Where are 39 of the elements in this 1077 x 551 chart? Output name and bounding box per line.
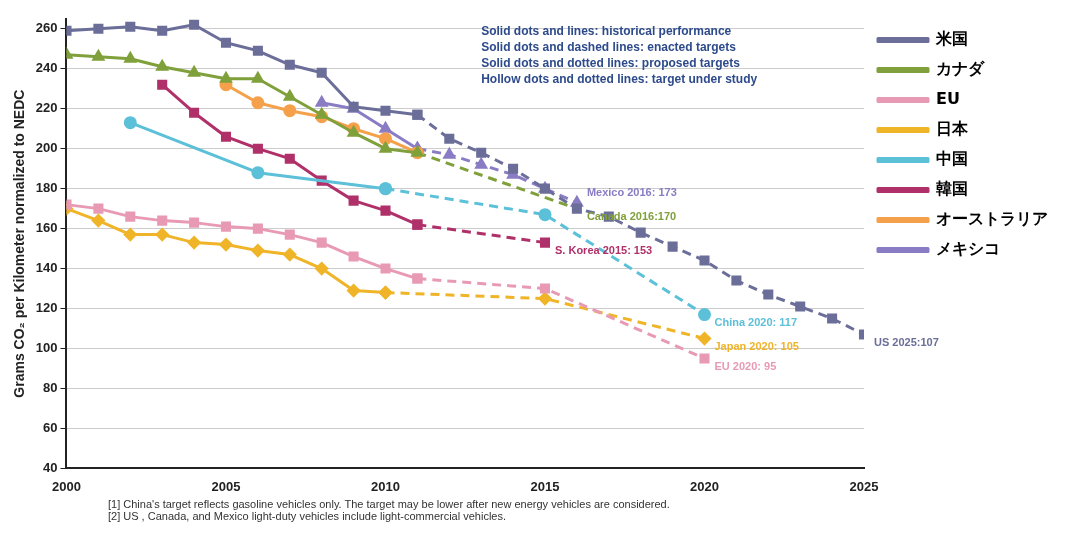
- annotation: Japan 2020: 105: [714, 339, 799, 352]
- y-tick-label: 120: [35, 300, 58, 316]
- annotation: Solid dots and dashed lines: enacted targets: [481, 40, 737, 55]
- y-tick-label: 240: [35, 60, 58, 76]
- annotation: Mexico 2016: 173: [586, 185, 677, 198]
- text: [2] US , Canada, and Mexico light-duty vehicles include light-commercial vehicles.: [108, 510, 507, 522]
- x-tick-label: 2000: [52, 478, 81, 494]
- annotation: Hollow dots and dotted lines: target under study: [481, 72, 758, 87]
- annotation: Solid dots and dotted lines: proposed targets: [481, 56, 741, 71]
- x-tick-label: 2020: [690, 478, 719, 494]
- text: [1] China's target reflects gasoline vehicles only. The target may be lower after new energy vehicles are considered.: [108, 498, 671, 510]
- y-tick-label: 60: [43, 420, 58, 436]
- annotation: Solid dots and lines: historical performance: [481, 24, 732, 39]
- x-tick-label: 2010: [371, 478, 400, 494]
- x-tick-label: 2005: [211, 478, 241, 494]
- x-tick-label: 2015: [530, 478, 560, 494]
- legend-label: 韓国: [936, 179, 968, 199]
- y-tick-label: 180: [35, 180, 58, 196]
- y-tick-label: 220: [35, 100, 58, 116]
- y-axis-title: Grams CO₂ per Kilometer normalized to NEDC: [11, 89, 28, 398]
- annotation: US 2025:107: [874, 335, 939, 348]
- legend-label: 日本: [936, 119, 969, 139]
- y-tick-label: 140: [35, 260, 58, 276]
- y-tick-label: 40: [43, 459, 58, 475]
- legend-label: オーストラリア: [936, 209, 1048, 229]
- annotation: EU 2020: 95: [714, 359, 777, 372]
- legend-label: カナダ: [936, 59, 985, 79]
- annotation: S. Korea 2015: 153: [555, 243, 653, 256]
- legend-label: 米国: [935, 29, 968, 49]
- legend-label: EU: [936, 89, 960, 109]
- y-tick-label: 100: [35, 340, 58, 356]
- legend-label: 中国: [936, 149, 968, 169]
- y-tick-label: 260: [35, 20, 58, 36]
- legend-label: メキシコ: [936, 239, 1000, 259]
- annotation: China 2020: 117: [714, 315, 798, 328]
- x-tick-label: 2025: [849, 478, 879, 494]
- y-tick-label: 200: [35, 140, 58, 156]
- y-tick-label: 80: [43, 380, 58, 396]
- y-tick-label: 160: [35, 220, 58, 236]
